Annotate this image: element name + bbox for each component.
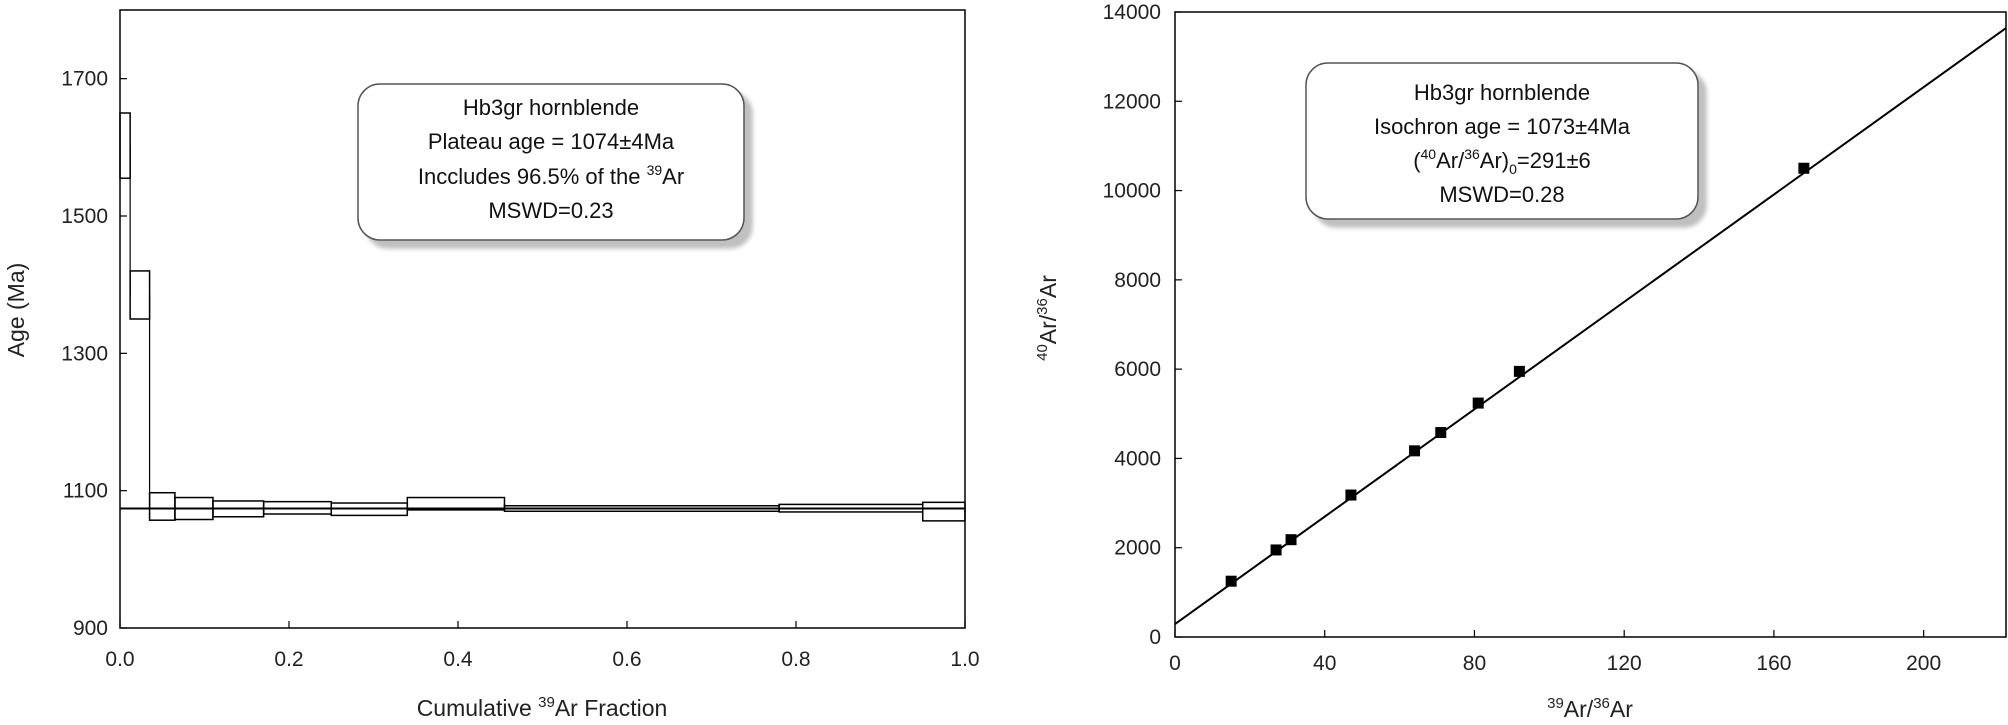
isochron-x-tick-label: 200: [1906, 652, 1941, 675]
age-step-1: [119, 112, 131, 179]
legend-sample-name: Hb3gr hornblende: [463, 95, 639, 120]
isochron-point-2: [1270, 544, 1282, 556]
age-spectrum-x-tick-label: 0.8: [781, 648, 810, 671]
legend-initial-ratio: (40Ar/36Ar)0=291±6: [1413, 146, 1591, 177]
age-step-3: [148, 491, 176, 521]
isochron-point-1: [1225, 575, 1237, 587]
isochron-point-7: [1472, 397, 1484, 409]
age-spectrum-legend: Hb3gr hornblende Plateau age = 1074±4Ma …: [357, 83, 745, 241]
age-spectrum-y-axis-label: Age (Ma): [3, 263, 29, 358]
isochron-plot-frame: [1174, 11, 2007, 638]
legend-plateau-age: Plateau age = 1074±4Ma: [428, 129, 675, 154]
isochron-y-tick-label: 2000: [1114, 537, 1161, 560]
isochron-y-tick-label: 12000: [1103, 90, 1161, 113]
isochron-y-axis-label: 40Ar/36Ar: [1034, 275, 1061, 361]
isochron-y-tick-label: 0: [1149, 626, 1161, 649]
isochron-fit-line: [1174, 27, 2007, 625]
age-spectrum-x-tick-label: 0.6: [612, 648, 641, 671]
isochron-x-tick-label: 120: [1607, 652, 1642, 675]
isochron-legend-box: [1305, 62, 1699, 220]
age-spectrum-x-axis-label: Cumulative 39Ar Fraction: [417, 694, 668, 721]
isochron-point-8: [1513, 365, 1525, 377]
age-step-2: [129, 270, 151, 320]
isochron-y-tick-label: 14000: [1103, 1, 1161, 24]
isochron-y-tick-label: 8000: [1114, 269, 1161, 292]
isochron-chart: 0 40 80 120 160 20002000400060008000100001200…: [1034, 1, 2007, 722]
age-spectrum-ticks: 0.0 0.2 0.4 0.6 0.8 1.0 900 1100 1300 1500 1700: [61, 68, 979, 671]
legend-mswd: MSWD=0.28: [1439, 182, 1564, 207]
isochron-y-tick-label: 10000: [1103, 180, 1161, 203]
isochron-y-tick-label: 4000: [1114, 447, 1161, 470]
age-spectrum-x-tick-label: 0.4: [443, 648, 473, 671]
isochron-point-5: [1409, 445, 1421, 457]
isochron-x-tick-label: 0: [1169, 652, 1181, 675]
isochron-x-tick-label: 80: [1463, 652, 1486, 675]
age-spectrum-y-tick-label: 1100: [63, 480, 108, 503]
legend-isochron-age: Isochron age = 1073±4Ma: [1374, 114, 1631, 139]
age-spectrum-chart: 0.0 0.2 0.4 0.6 0.8 1.0 900 1100 1300 1500 1700 Cu…: [3, 9, 980, 721]
age-spectrum-y-tick-label: 1500: [61, 205, 108, 228]
age-spectrum-y-tick-label: 1300: [61, 342, 108, 365]
age-spectrum-plot-frame: [119, 9, 966, 629]
legend-mswd: MSWD=0.23: [488, 198, 613, 223]
isochron-y-tick-label: 6000: [1114, 358, 1161, 381]
isochron-legend: Hb3gr hornblende Isochron age = 1073±4Ma…: [1305, 62, 1699, 220]
age-spectrum-x-tick-label: 0.2: [274, 648, 303, 671]
isochron-x-tick-label: 40: [1313, 652, 1336, 675]
isochron-x-tick-label: 160: [1756, 652, 1791, 675]
age-spectrum-y-tick-label: 1700: [61, 68, 108, 91]
legend-included-fraction: Inccludes 96.5% of the 39Ar: [418, 162, 684, 189]
age-spectrum-x-tick-label: 0.0: [105, 648, 134, 671]
isochron-x-axis-label: 39Ar/36Ar: [1547, 695, 1633, 722]
isochron-point-9: [1798, 162, 1810, 174]
age-step-8: [406, 496, 506, 511]
age-spectrum-legend-box: [357, 83, 745, 241]
age-step-11: [922, 501, 966, 522]
legend-sample-name: Hb3gr hornblende: [1414, 80, 1590, 105]
isochron-point-3: [1285, 534, 1297, 546]
isochron-point-6: [1435, 427, 1447, 439]
age-spectrum-y-tick-label: 900: [73, 617, 108, 640]
isochron-points: [1225, 162, 1810, 587]
age-spectrum-x-tick-label: 1.0: [950, 648, 979, 671]
isochron-point-4: [1345, 489, 1357, 501]
isochron-ticks: 0 40 80 120 160 20002000400060008000100001200…: [1103, 1, 1942, 675]
